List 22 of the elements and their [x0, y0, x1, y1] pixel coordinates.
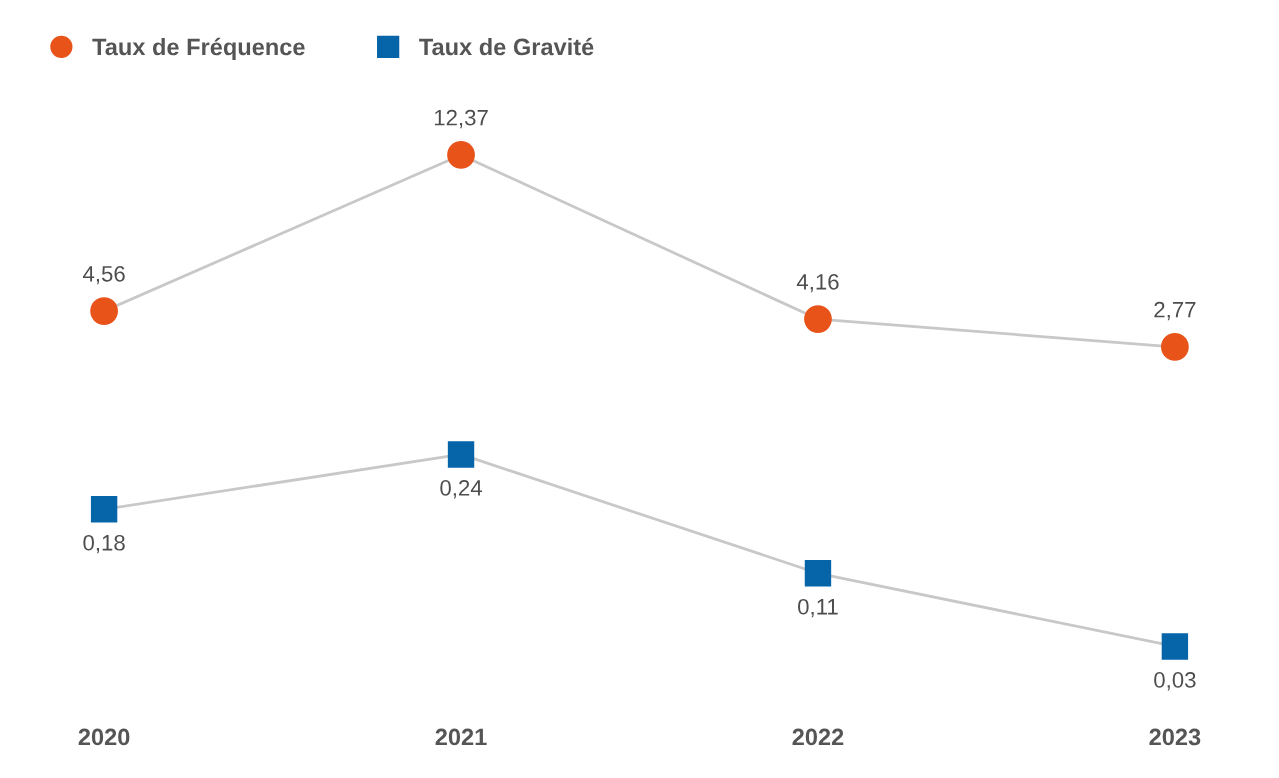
- point: [90, 496, 118, 523]
- point: [90, 297, 118, 325]
- point: [804, 305, 832, 333]
- data-label: 4,56: [82, 265, 125, 285]
- data-label: 4,16: [796, 273, 839, 293]
- data-label: 2,77: [1154, 301, 1196, 321]
- point: [447, 441, 475, 468]
- legend-label: Taux de Fréquence: [92, 37, 305, 60]
- point: [1161, 333, 1189, 361]
- data-label: 0,03: [1154, 672, 1196, 691]
- x-tick-label: 2021: [435, 728, 487, 746]
- x-tick-label: 2022: [792, 728, 844, 746]
- point: [804, 560, 832, 587]
- data-label: 12,37: [434, 109, 488, 129]
- x-tick-label: 2020: [78, 728, 130, 746]
- data-label: 0,18: [83, 534, 125, 554]
- point: [447, 141, 475, 169]
- legend-label: Taux de Gravité: [419, 37, 594, 56]
- x-tick-label: 2023: [1149, 728, 1201, 746]
- data-label: 0,11: [798, 598, 838, 618]
- point: [1161, 633, 1189, 660]
- data-label: 0,24: [440, 480, 483, 499]
